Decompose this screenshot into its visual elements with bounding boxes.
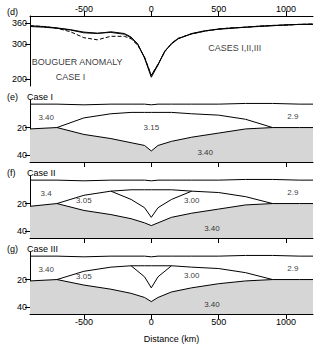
svg-text:3.00: 3.00 — [184, 196, 200, 205]
svg-text:40: 40 — [17, 150, 27, 160]
svg-text:3.40: 3.40 — [38, 265, 54, 274]
svg-text:(d): (d) — [7, 7, 18, 17]
svg-text:300: 300 — [12, 39, 27, 49]
svg-text:2.9: 2.9 — [287, 264, 299, 273]
svg-text:Case III: Case III — [27, 244, 58, 254]
svg-text:1000: 1000 — [276, 4, 296, 14]
svg-text:1000: 1000 — [276, 317, 296, 327]
svg-text:3.15: 3.15 — [143, 123, 159, 132]
svg-text:500: 500 — [211, 4, 226, 14]
svg-text:3.40: 3.40 — [204, 300, 220, 309]
svg-text:-500: -500 — [75, 4, 93, 14]
svg-text:200: 200 — [12, 74, 27, 84]
svg-text:500: 500 — [211, 317, 226, 327]
svg-text:(f): (f) — [7, 168, 16, 178]
svg-text:3.05: 3.05 — [76, 196, 92, 205]
svg-text:CASES I,II,III: CASES I,II,III — [208, 43, 261, 53]
svg-text:0: 0 — [149, 4, 154, 14]
svg-text:20: 20 — [17, 123, 27, 133]
svg-text:20: 20 — [17, 199, 27, 209]
svg-text:3.40: 3.40 — [197, 148, 213, 157]
svg-text:2.9: 2.9 — [287, 188, 299, 197]
svg-text:Distance (km): Distance (km) — [144, 334, 200, 344]
svg-text:2.9: 2.9 — [287, 112, 299, 121]
svg-text:3.40: 3.40 — [38, 113, 54, 122]
svg-text:(e): (e) — [7, 92, 18, 102]
svg-text:3.4: 3.4 — [41, 189, 53, 198]
svg-text:20: 20 — [17, 275, 27, 285]
svg-text:3.00: 3.00 — [184, 271, 200, 280]
svg-text:-500: -500 — [75, 317, 93, 327]
svg-text:CASE I: CASE I — [56, 72, 86, 82]
svg-text:Case I: Case I — [27, 92, 53, 102]
svg-text:0: 0 — [149, 317, 154, 327]
svg-text:Case II: Case II — [27, 168, 56, 178]
svg-text:BOUGUER ANOMALY: BOUGUER ANOMALY — [32, 57, 123, 67]
svg-text:3.05: 3.05 — [76, 272, 92, 281]
svg-text:(g): (g) — [7, 244, 18, 254]
svg-text:40: 40 — [17, 302, 27, 312]
svg-text:3.40: 3.40 — [204, 224, 220, 233]
svg-text:360: 360 — [12, 18, 27, 28]
svg-text:40: 40 — [17, 226, 27, 236]
